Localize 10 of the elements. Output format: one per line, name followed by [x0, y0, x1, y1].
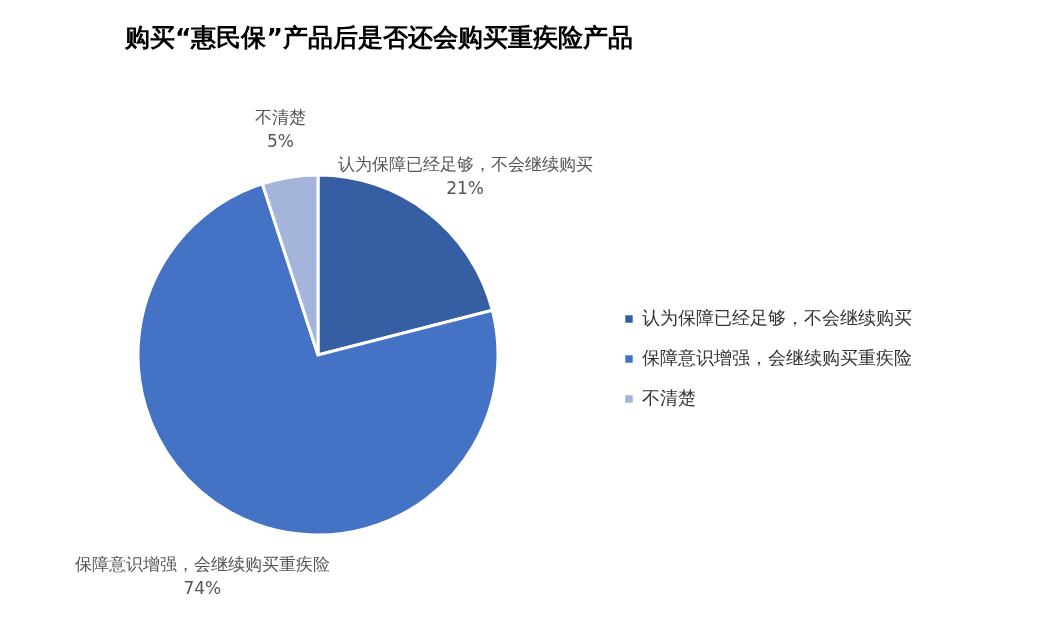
- legend-label: 保障意识增强，会继续购买重疾险: [642, 347, 912, 368]
- slice-label: 认为保障已经足够，不会继续购买: [337, 154, 593, 175]
- legend-label: 认为保障已经足够，不会继续购买: [642, 307, 912, 328]
- data-label: 74%: [183, 578, 222, 599]
- data-label: 5%: [266, 130, 294, 151]
- slice-label: 不清楚: [254, 106, 306, 127]
- slice-label: 保障意识增强，会继续购买重疾险: [74, 554, 330, 575]
- data-label: 21%: [446, 178, 484, 199]
- chart-title: 购买“惠民保”产品后是否还会购买重疾险产品: [124, 23, 633, 52]
- legend-label: 不清楚: [642, 387, 696, 408]
